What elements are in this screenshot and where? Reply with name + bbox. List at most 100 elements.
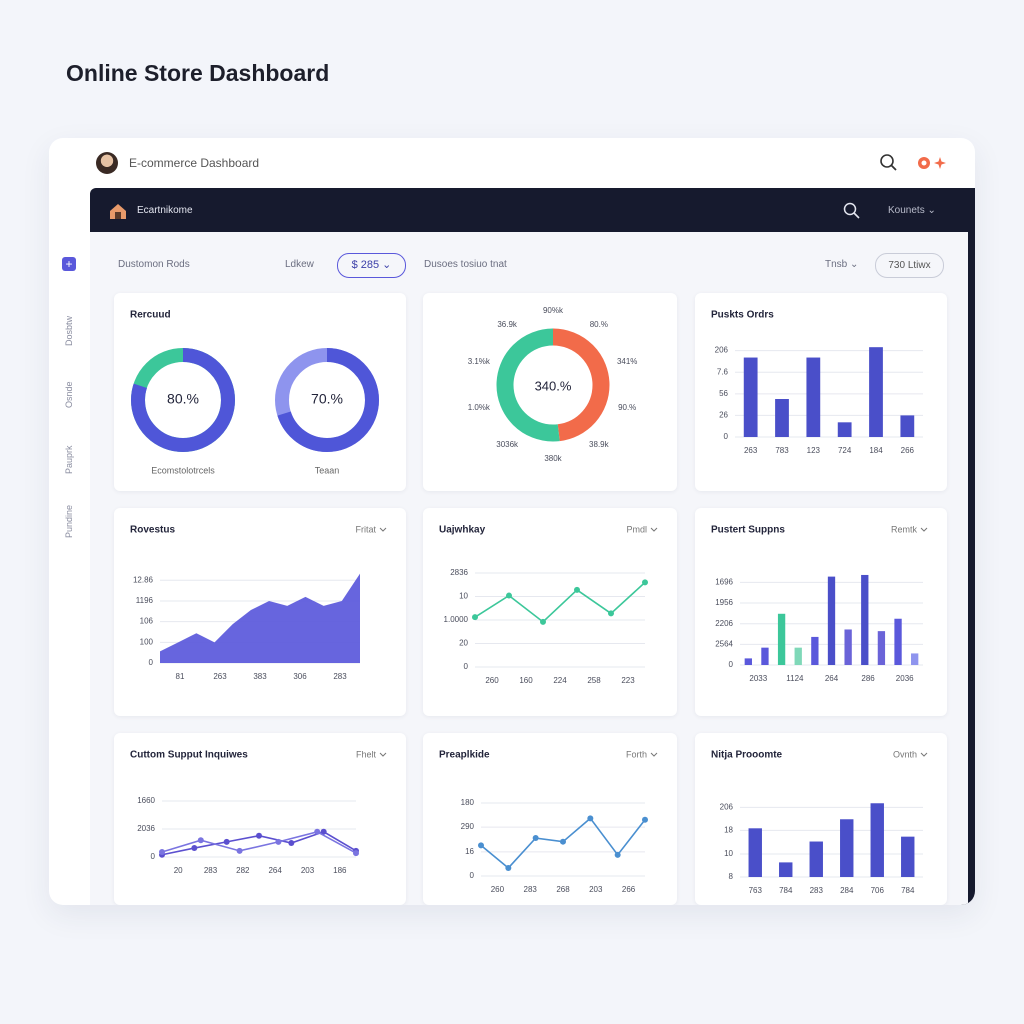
x-tick-label: 184 [869,446,883,455]
bar [794,647,802,665]
panel-title: Puskts Ordrs [711,310,774,321]
amount-pill[interactable]: $ 285 ⌄ [337,253,406,278]
point [353,850,359,857]
panel-chart: 340.% 90%k 80.% 341% 90.% 38.9k 380k 3036k 1.0%k… [468,306,638,463]
nav-search[interactable] [843,202,861,220]
pie-label: 90%k [543,306,564,315]
x-tick-label: 2036 [896,674,914,683]
x-tick-label: 266 [901,446,915,455]
x-tick-label: 284 [840,886,854,895]
panel-menu: Remtk [891,524,918,534]
bar [806,357,821,437]
y-tick-label: 1660 [137,796,155,805]
y-tick-label: 106 [140,617,154,626]
x-tick-label: 783 [775,446,789,455]
x-tick-label: 224 [553,676,567,685]
x-tick-label: 20 [174,866,183,875]
sidebar-item[interactable]: Dosbtw [64,315,74,346]
pie-label: 341% [617,357,637,366]
pie-label: 38.9k [589,440,610,449]
range-pill[interactable]: 730 Ltiwx [875,253,944,278]
point [223,838,230,845]
y-tick-label: 180 [461,798,475,807]
panel: Nitja Prooomte Ovnth 8 10 18 206 763 784 283 284 7… [695,733,947,905]
search-icon[interactable] [879,153,899,173]
point [288,840,295,846]
donut-caption: Teaan [315,465,340,475]
y-tick-label: 0 [464,662,469,671]
point [506,592,512,599]
point [256,832,262,839]
filter[interactable]: Tnsb ⌄ [825,259,859,270]
panel-chart: Rovestus Fritat 0 100 106 1196 12.86 81 263 383 30… [130,524,387,681]
x-tick-label: 223 [621,676,635,685]
bar [870,803,884,877]
x-tick-label: 263 [213,672,227,681]
point [320,828,327,835]
x-tick-label: 784 [779,886,793,895]
menu-chevron [650,527,658,532]
sidebar-item[interactable]: Pundine [64,504,74,538]
bar [761,647,769,665]
panel-title: Uajwhkay [439,525,486,536]
nav-menu[interactable]: Kounets ⌄ [888,205,936,216]
x-tick-label: 306 [293,672,307,681]
panel: Pustert Suppns Remtk 0 2564 2206 1956 1696 2033… [695,508,947,716]
panel: Rovestus Fritat 0 100 106 1196 12.86 81 263 383 30… [114,508,406,716]
point [540,618,546,625]
sidebar-add[interactable]: + [62,257,76,271]
bar [744,658,752,665]
y-tick-label: 0 [724,432,729,441]
pie-center: 340.% [535,378,572,393]
y-tick-label: 290 [461,822,475,831]
menu-chevron [650,752,658,757]
x-tick-label: 258 [587,676,601,685]
panel: Puskts Ordrs 0 26 56 7.6 206 263 783 123 724 184 26… [695,293,947,491]
ring-segment [496,328,610,442]
panel: Uajwhkay Pmdl 0 20 1.0000 10 2836 260 160 224 258 2… [423,508,677,716]
panel-menu: Fritat [355,524,376,534]
notification-icons[interactable] [915,153,951,173]
bar [775,399,789,437]
y-tick-label: 1.0000 [444,615,469,624]
panel-chart: Uajwhkay Pmdl 0 20 1.0000 10 2836 260 160 224 258 2… [439,524,658,685]
y-tick-label: 206 [720,803,734,812]
x-tick-label: 286 [861,674,875,683]
x-tick-label: 784 [901,886,915,895]
panel-menu: Ovnth [893,749,917,759]
y-tick-label: 26 [719,411,728,420]
x-tick-label: 260 [491,885,505,894]
y-tick-label: 0 [151,852,156,861]
panel-title: Preaplkide [439,750,490,761]
point [191,845,198,852]
x-tick-label: 283 [810,886,824,895]
x-tick-label: 283 [524,885,538,894]
brand: Ecartnikome [137,205,193,216]
sidebar-item[interactable]: Osnde [64,381,74,408]
bar [743,357,758,437]
bar [840,819,854,877]
panel-menu: Pmdl [626,524,647,534]
point [642,579,648,586]
page-title: Online Store Dashboard [66,60,330,86]
home-icon[interactable] [108,202,128,220]
y-tick-label: 1696 [715,578,733,587]
donut-value: 80.% [167,391,199,407]
sidebar-item[interactable]: Pauprk [64,445,74,474]
toolbar-view: Ldkew [285,259,314,270]
x-tick-label: 706 [871,886,885,895]
panel: 340.% 90%k 80.% 341% 90.% 38.9k 380k 3036k 1.0%k… [423,293,677,491]
y-tick-label: 2836 [450,568,468,577]
point [642,816,648,823]
bar [811,636,819,665]
menu-chevron [379,527,387,532]
bar [900,415,915,437]
avatar[interactable] [96,152,118,174]
x-tick-label: 2033 [749,674,767,683]
y-tick-label: 10 [724,849,733,858]
x-tick-label: 160 [519,676,533,685]
panel-chart: Nitja Prooomte Ovnth 8 10 18 206 763 784 283 284 7… [711,749,928,895]
y-tick-label: 0 [470,871,475,880]
x-tick-label: 81 [176,672,185,681]
bar [894,618,902,665]
